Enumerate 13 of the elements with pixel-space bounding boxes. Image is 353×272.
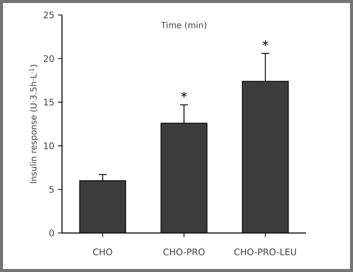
x-tick-label: CHO-PRO-LEU bbox=[234, 248, 296, 256]
y-tick-label: 25 bbox=[44, 12, 54, 18]
y-axis-title: Insulin response (U·3.5h·L$^{-1}$) bbox=[29, 64, 38, 184]
y-tick-label: 5 bbox=[49, 186, 54, 193]
x-tick-label: CHO bbox=[93, 248, 112, 256]
annotation: * bbox=[181, 92, 187, 98]
annotation: * bbox=[262, 40, 268, 46]
text: Time (min) bbox=[160, 22, 206, 30]
y-tick-label: 0 bbox=[49, 230, 54, 236]
y-tick-label: 20 bbox=[44, 55, 54, 62]
y-tick-label: 10 bbox=[44, 142, 54, 150]
y-tick-label: 15 bbox=[44, 98, 54, 106]
x-tick-label: CHO-PRO bbox=[163, 248, 205, 256]
